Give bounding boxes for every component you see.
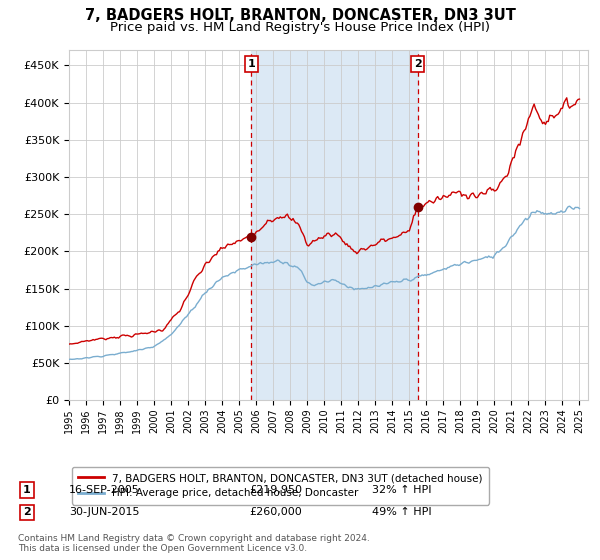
Text: 2: 2 (23, 507, 31, 517)
Text: 7, BADGERS HOLT, BRANTON, DONCASTER, DN3 3UT: 7, BADGERS HOLT, BRANTON, DONCASTER, DN3… (85, 8, 515, 24)
Text: 30-JUN-2015: 30-JUN-2015 (69, 507, 139, 517)
Text: 16-SEP-2005: 16-SEP-2005 (69, 485, 140, 495)
Bar (251, 50, 418, 400)
Text: Price paid vs. HM Land Registry's House Price Index (HPI): Price paid vs. HM Land Registry's House … (110, 21, 490, 34)
Text: 1: 1 (247, 59, 255, 69)
Text: £260,000: £260,000 (249, 507, 302, 517)
Text: 49% ↑ HPI: 49% ↑ HPI (372, 507, 431, 517)
Text: £219,950: £219,950 (249, 485, 302, 495)
Text: 32% ↑ HPI: 32% ↑ HPI (372, 485, 431, 495)
Text: Contains HM Land Registry data © Crown copyright and database right 2024.
This d: Contains HM Land Registry data © Crown c… (18, 534, 370, 553)
Legend: 7, BADGERS HOLT, BRANTON, DONCASTER, DN3 3UT (detached house), HPI: Average pric: 7, BADGERS HOLT, BRANTON, DONCASTER, DN3… (71, 467, 489, 505)
Text: 1: 1 (23, 485, 31, 495)
Text: 2: 2 (414, 59, 422, 69)
